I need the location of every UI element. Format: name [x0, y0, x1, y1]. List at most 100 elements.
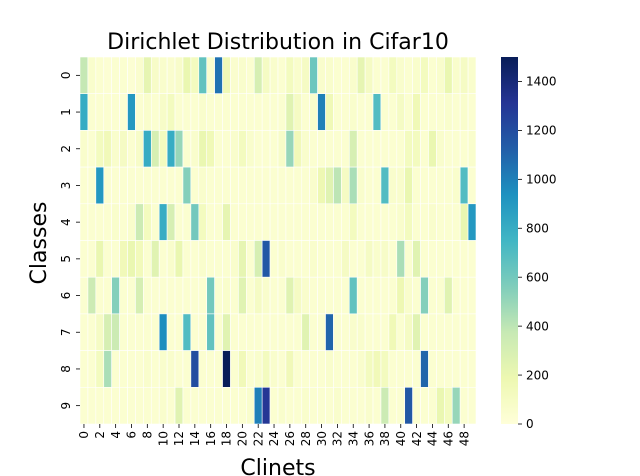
heatmap-cell [79, 203, 89, 241]
heatmap-cell [380, 313, 390, 351]
x-tick-label: 22 [251, 431, 265, 446]
heatmap-cell [182, 350, 192, 388]
heatmap-cell [238, 240, 247, 278]
heatmap-cell [222, 386, 231, 425]
heatmap-cell [143, 203, 152, 241]
heatmap-cell [198, 313, 208, 351]
heatmap-cell [277, 130, 287, 168]
heatmap-cell [246, 350, 255, 388]
heatmap-cell [174, 240, 184, 278]
heatmap-cell [119, 166, 128, 205]
heatmap-cell [150, 93, 160, 131]
heatmap-cell [79, 313, 89, 351]
heatmap-cell [451, 56, 461, 95]
heatmap-cell [444, 313, 453, 351]
heatmap-cell [364, 56, 374, 95]
heatmap-cell [372, 240, 382, 278]
heatmap-cell [451, 313, 461, 351]
heatmap-cell [467, 313, 477, 351]
heatmap-cell [158, 313, 168, 351]
heatmap-cell [459, 240, 469, 278]
heatmap-cell [285, 350, 295, 388]
heatmap-cell [158, 276, 168, 315]
y-tick-label: 8 [59, 365, 73, 373]
heatmap-cell [87, 313, 97, 351]
heatmap-cell [119, 313, 128, 351]
heatmap-cell [277, 93, 287, 131]
heatmap-cell [459, 276, 469, 315]
heatmap-cell [103, 203, 112, 241]
heatmap-cell [127, 276, 136, 315]
heatmap-cell [190, 93, 200, 131]
heatmap-cell [444, 240, 453, 278]
heatmap-cell [214, 166, 223, 205]
heatmap-cell [372, 386, 382, 425]
heatmap-cell [396, 313, 406, 351]
heatmap-cell [206, 130, 215, 168]
heatmap-cell [103, 313, 112, 351]
heatmap-cell [325, 130, 334, 168]
colorbar-tick-label: 200 [526, 368, 549, 382]
heatmap-cell [404, 240, 413, 278]
heatmap-cell [150, 130, 160, 168]
heatmap-cell [190, 166, 200, 205]
heatmap-cell [325, 166, 334, 205]
heatmap-cell [222, 240, 231, 278]
heatmap-cell [253, 386, 263, 425]
heatmap-cell [166, 130, 176, 168]
heatmap-cell [135, 240, 144, 278]
heatmap-cell [158, 130, 168, 168]
heatmap-cell [79, 56, 89, 95]
heatmap-cell [95, 93, 105, 131]
heatmap-cell [333, 240, 342, 278]
heatmap-cell [341, 350, 350, 388]
heatmap-cell [269, 350, 279, 388]
heatmap-cell [158, 203, 168, 241]
heatmap-cell [428, 166, 437, 205]
heatmap-cell [380, 166, 390, 205]
heatmap-cell [206, 203, 215, 241]
heatmap-cell [79, 166, 89, 205]
heatmap-cell [333, 166, 342, 205]
heatmap-cell [238, 203, 247, 241]
heatmap-cell [444, 56, 453, 95]
heatmap-cell [277, 386, 287, 425]
heatmap-cell [111, 350, 120, 388]
heatmap-cell [467, 240, 477, 278]
heatmap-cell [325, 276, 334, 315]
heatmap-cell [127, 313, 136, 351]
heatmap-cell [238, 313, 247, 351]
heatmap-cell [174, 166, 184, 205]
heatmap-cell [246, 166, 255, 205]
heatmap-cell [317, 166, 326, 205]
heatmap-cell [269, 386, 279, 425]
heatmap-cell [317, 56, 326, 95]
heatmap-cell [404, 276, 413, 315]
heatmap-cell [285, 56, 295, 95]
heatmap-cell [380, 130, 390, 168]
heatmap-cell [261, 56, 271, 95]
heatmap-cell [317, 386, 326, 425]
heatmap-cell [404, 56, 413, 95]
heatmap-cell [451, 203, 461, 241]
heatmap-cell [309, 166, 318, 205]
heatmap-cell [190, 130, 200, 168]
heatmap-cell [103, 166, 112, 205]
x-tick-label: 4 [109, 431, 123, 439]
heatmap-cell [341, 276, 350, 315]
heatmap-cell [293, 93, 303, 131]
heatmap-cell [293, 166, 303, 205]
heatmap-cell [372, 56, 382, 95]
heatmap-cell [182, 276, 192, 315]
heatmap-cell [436, 240, 445, 278]
heatmap-cell [230, 166, 239, 205]
heatmap-cell [87, 130, 97, 168]
heatmap-cell [150, 313, 160, 351]
heatmap-cell [158, 93, 168, 131]
heatmap-cell [198, 130, 208, 168]
x-tick-label: 16 [204, 431, 218, 446]
heatmap-cell [103, 56, 112, 95]
heatmap-cell [261, 276, 271, 315]
heatmap-cell [174, 203, 184, 241]
heatmap-cell [253, 166, 263, 205]
